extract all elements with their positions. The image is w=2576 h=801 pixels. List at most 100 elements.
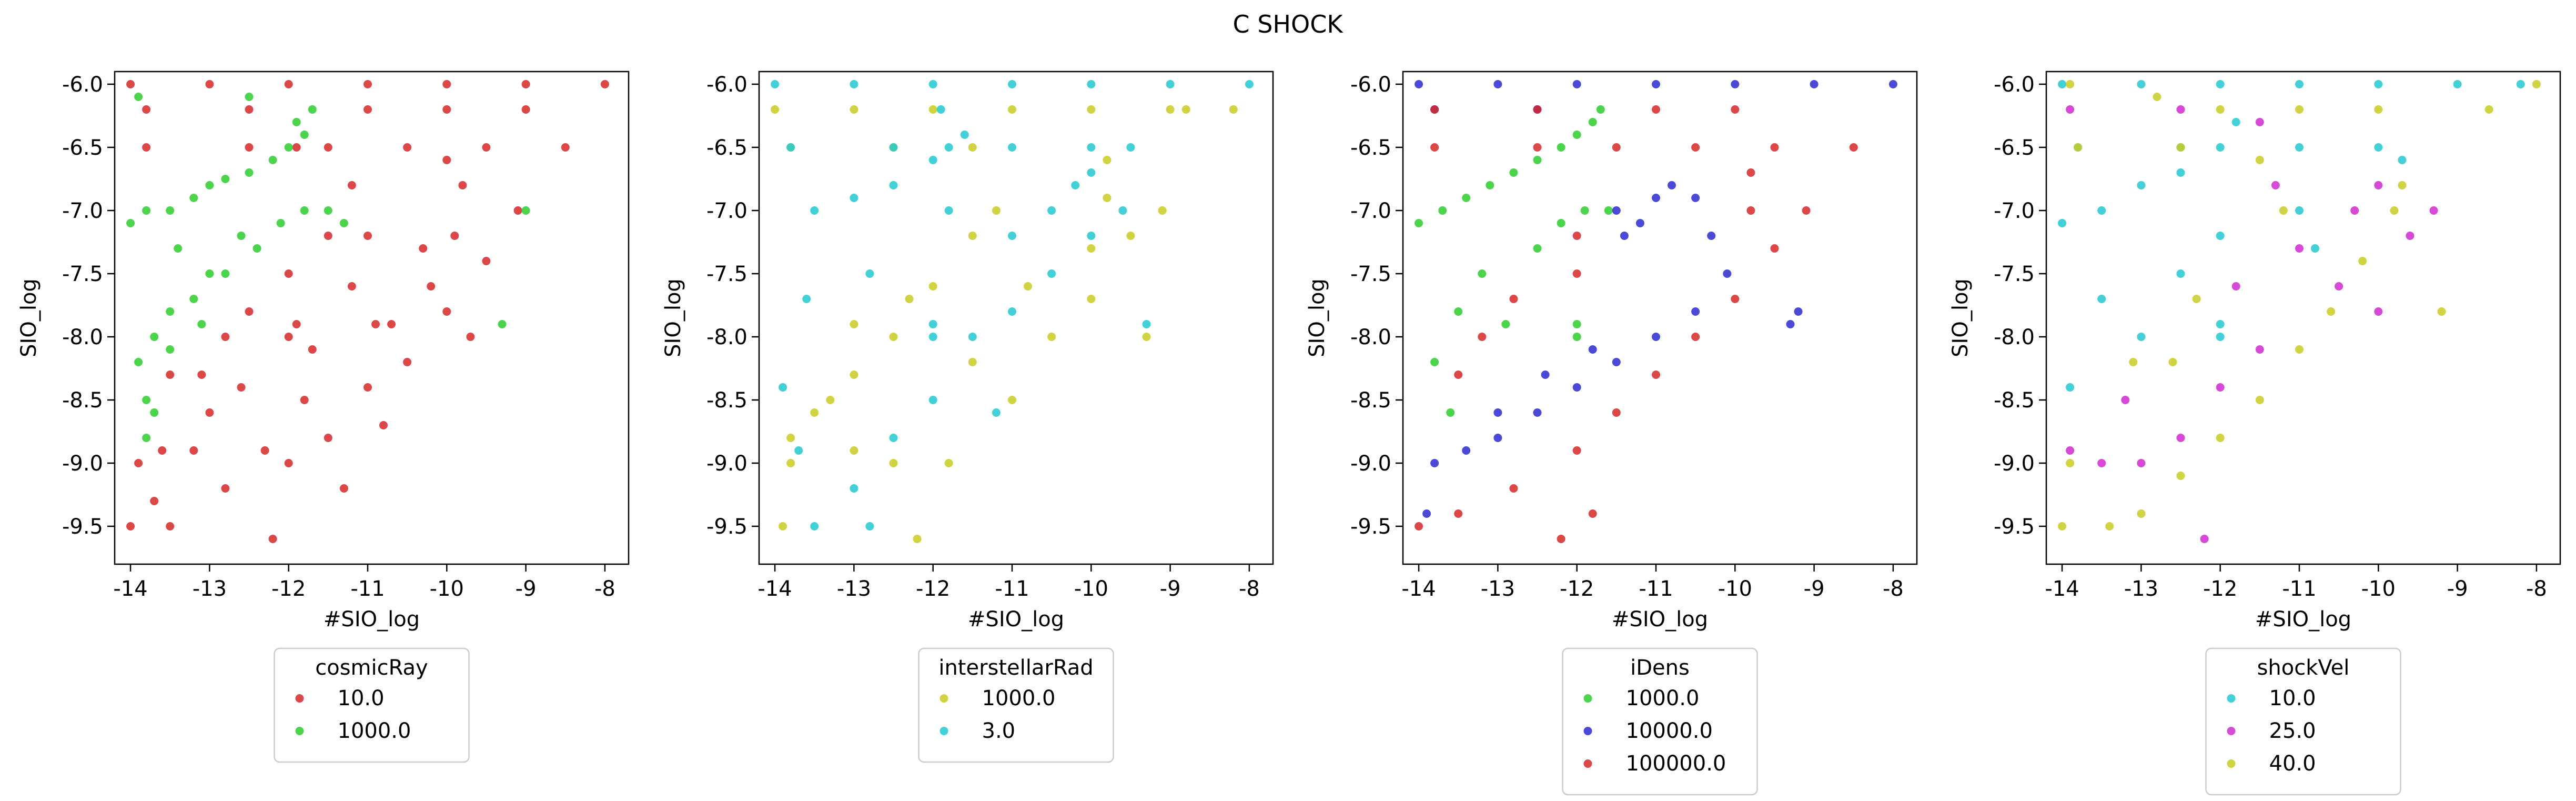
data-point bbox=[2176, 269, 2185, 278]
y-axis-label: SIO_log bbox=[17, 278, 41, 357]
data-point bbox=[189, 194, 198, 202]
data-point bbox=[1612, 358, 1621, 366]
x-tick-label: -14 bbox=[2045, 577, 2079, 601]
data-point bbox=[166, 345, 175, 354]
data-point bbox=[1509, 295, 1518, 303]
data-point bbox=[1731, 80, 1740, 88]
data-point bbox=[2295, 80, 2304, 88]
data-markers bbox=[1415, 80, 1897, 543]
data-point bbox=[1691, 143, 1700, 152]
data-point bbox=[347, 282, 356, 291]
data-point bbox=[1478, 333, 1487, 341]
data-point bbox=[363, 80, 372, 88]
data-point bbox=[1087, 295, 1096, 303]
data-point bbox=[1596, 105, 1605, 114]
data-point bbox=[2168, 358, 2177, 366]
data-point bbox=[1572, 333, 1581, 341]
data-point bbox=[2105, 522, 2114, 530]
data-point bbox=[276, 219, 285, 227]
y-tick-label: -9.0 bbox=[62, 452, 103, 476]
data-point bbox=[2216, 434, 2225, 442]
data-point bbox=[1126, 232, 1135, 240]
legend-title: shockVel bbox=[2257, 656, 2350, 680]
data-point bbox=[1604, 206, 1613, 215]
data-point bbox=[1533, 143, 1542, 152]
data-point bbox=[268, 156, 277, 164]
data-point bbox=[1746, 206, 1755, 215]
data-point bbox=[968, 232, 977, 240]
data-point bbox=[498, 320, 507, 328]
data-point bbox=[442, 105, 451, 114]
data-point bbox=[371, 320, 380, 328]
data-point bbox=[2066, 383, 2075, 392]
data-point bbox=[1422, 509, 1431, 518]
data-point bbox=[189, 295, 198, 303]
data-point bbox=[2295, 143, 2304, 152]
data-point bbox=[1533, 156, 1542, 164]
data-point bbox=[1572, 131, 1581, 139]
data-point bbox=[292, 118, 301, 126]
x-tick-label: -8 bbox=[1883, 577, 1904, 601]
data-point bbox=[134, 459, 143, 467]
y-tick-label: -9.5 bbox=[1350, 515, 1391, 539]
data-point bbox=[142, 105, 151, 114]
data-point bbox=[786, 459, 795, 467]
y-tick-label: -6.0 bbox=[62, 73, 103, 97]
data-point bbox=[2176, 143, 2185, 152]
x-tick-label: -14 bbox=[757, 577, 792, 601]
data-point bbox=[300, 396, 309, 404]
data-point bbox=[237, 383, 246, 392]
data-point bbox=[1794, 307, 1803, 316]
data-point bbox=[363, 105, 372, 114]
data-point bbox=[197, 371, 206, 379]
x-tick-label: -13 bbox=[837, 577, 871, 601]
data-point bbox=[2295, 206, 2304, 215]
y-tick-label: -6.5 bbox=[1350, 136, 1391, 160]
y-tick-label: -6.0 bbox=[1994, 73, 2035, 97]
y-tick-label: -6.5 bbox=[1994, 136, 2035, 160]
legend-marker bbox=[940, 727, 948, 735]
plot-frame bbox=[114, 71, 630, 565]
legend-entry-label: 25.0 bbox=[2269, 719, 2316, 743]
data-point bbox=[992, 408, 1001, 417]
data-point bbox=[889, 181, 898, 189]
data-point bbox=[245, 143, 254, 152]
data-point bbox=[221, 269, 230, 278]
data-point bbox=[1103, 194, 1112, 202]
data-point bbox=[944, 206, 953, 215]
data-point bbox=[865, 269, 874, 278]
data-point bbox=[1142, 320, 1151, 328]
data-point bbox=[2429, 206, 2438, 215]
data-point bbox=[1430, 143, 1439, 152]
x-tick-label: -14 bbox=[1401, 577, 1436, 601]
data-point bbox=[458, 181, 467, 189]
data-point bbox=[450, 232, 459, 240]
data-point bbox=[944, 143, 953, 152]
data-point bbox=[1746, 168, 1755, 177]
data-point bbox=[865, 522, 874, 530]
data-point bbox=[363, 232, 372, 240]
x-tick-label: -13 bbox=[193, 577, 227, 601]
y-tick-label: -7.0 bbox=[1350, 199, 1391, 223]
legend: shockVel 10.0 25.0 40.0 bbox=[2205, 647, 2401, 796]
data-point bbox=[1786, 320, 1795, 328]
data-point bbox=[928, 333, 937, 341]
data-point bbox=[150, 497, 159, 505]
data-point bbox=[1588, 345, 1597, 354]
data-point bbox=[308, 345, 317, 354]
data-point bbox=[1446, 408, 1455, 417]
data-point bbox=[1723, 269, 1732, 278]
data-point bbox=[1438, 206, 1447, 215]
data-point bbox=[1047, 333, 1056, 341]
chart-panel-3: -14 -13 -12 -11 -10 -9 -8 -6.0 -6.5 -7.0 -7.5 -8.0 -… bbox=[1305, 71, 1918, 796]
y-axis-label: SIO_log bbox=[1305, 278, 1329, 357]
data-point bbox=[237, 232, 246, 240]
legend-entry-label: 1000.0 bbox=[982, 686, 1056, 710]
data-point bbox=[245, 307, 254, 316]
data-point bbox=[1493, 408, 1502, 417]
data-point bbox=[521, 206, 530, 215]
data-point bbox=[2216, 232, 2225, 240]
data-point bbox=[2066, 80, 2075, 88]
data-point bbox=[992, 206, 1001, 215]
data-point bbox=[205, 269, 214, 278]
